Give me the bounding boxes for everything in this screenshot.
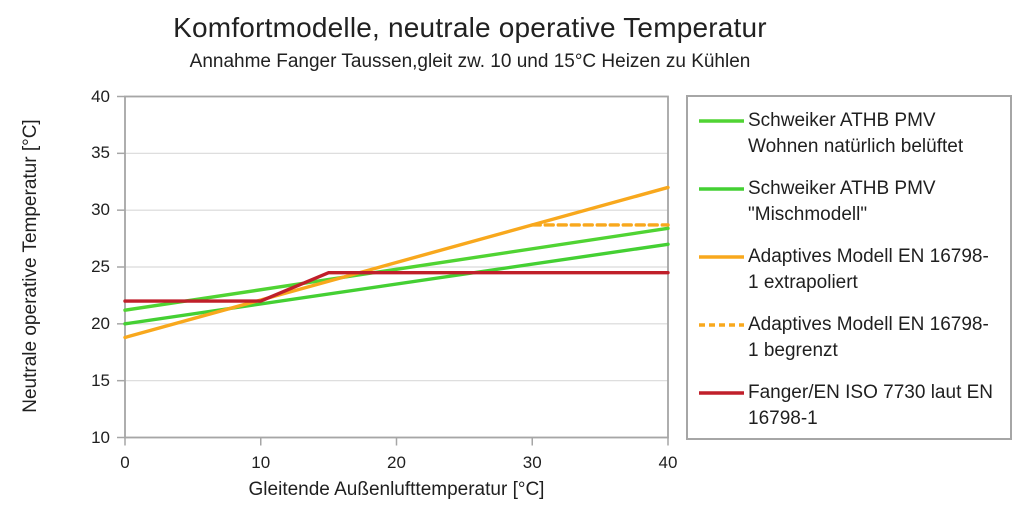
y-tick-label: 40	[91, 86, 110, 106]
legend-label: Fanger/EN ISO 7730 laut EN 16798-1	[748, 382, 994, 429]
legend-item: Schweiker ATHB PMV "Mischmodell"	[698, 176, 1010, 228]
legend-item: Schweiker ATHB PMV Wohnen natürlich belüf…	[698, 108, 1010, 160]
x-tick-label: 10	[251, 453, 271, 472]
chart-title: Komfortmodelle, neutrale operative Tempe…	[173, 12, 767, 43]
legend-item: Adaptives Modell EN 16798- 1 extrapoliert	[698, 244, 1010, 296]
legend-line-swatch	[699, 187, 744, 191]
chart-subtitle: Annahme Fanger Taussen,gleit zw. 10 und …	[189, 51, 751, 72]
legend-label: Schweiker ATHB PMV "Mischmodell"	[748, 178, 936, 225]
x-tick-label: 0	[120, 453, 130, 472]
y-tick-label: 20	[91, 313, 110, 333]
x-tick-label: 30	[522, 453, 542, 472]
x-axis-title: Gleitende Außenlufttemperatur [°C]	[248, 479, 545, 500]
legend-line-swatch	[699, 391, 744, 395]
y-axis-title: Neutrale operative Temperatur [°C]	[20, 119, 41, 413]
y-tick-label: 25	[91, 257, 110, 276]
x-tick-label: 20	[387, 453, 406, 472]
y-tick-label: 35	[91, 143, 110, 163]
series-line-2	[123, 185, 670, 340]
series-line-1	[123, 242, 670, 326]
legend-item: Fanger/EN ISO 7730 laut EN 16798-1	[698, 380, 1010, 432]
y-tick-label: 15	[91, 370, 110, 390]
legend-line-swatch	[699, 119, 744, 123]
legend-label: Schweiker ATHB PMV Wohnen natürlich belüf…	[748, 110, 964, 157]
legend: Schweiker ATHB PMV Wohnen natürlich belüf…	[686, 95, 1012, 440]
y-tick-label: 30	[91, 200, 110, 220]
legend-line-swatch	[699, 255, 744, 259]
legend-label: Adaptives Modell EN 16798- 1 begrenzt	[748, 314, 989, 361]
legend-label: Adaptives Modell EN 16798- 1 extrapoliert	[748, 246, 989, 293]
legend-line-swatch	[699, 323, 744, 327]
x-tick-label: 40	[658, 453, 678, 472]
y-tick-label: 10	[91, 427, 110, 447]
legend-item: Adaptives Modell EN 16798- 1 begrenzt	[698, 312, 1010, 364]
series-line-4	[123, 270, 670, 303]
series-line-0	[123, 226, 670, 312]
